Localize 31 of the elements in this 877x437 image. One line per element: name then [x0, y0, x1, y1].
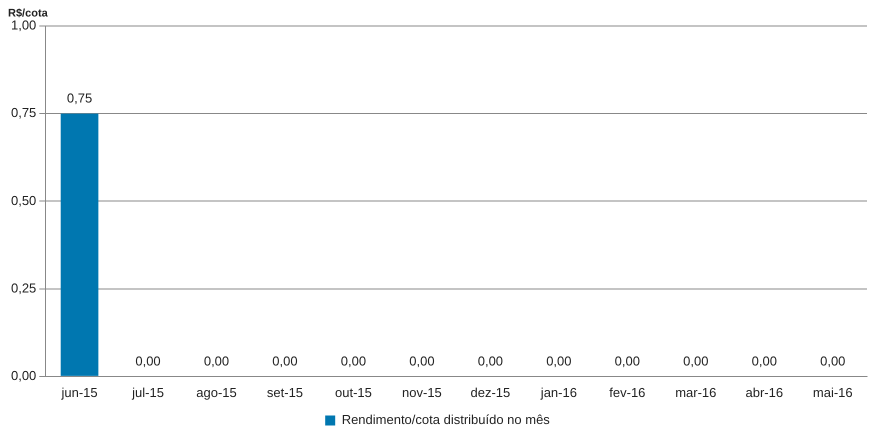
x-tick-label: nov-15: [402, 384, 442, 400]
x-tick-label: jul-15: [131, 384, 164, 400]
data-label: 0,00: [340, 353, 366, 368]
x-tick-label: mai-16: [812, 384, 853, 400]
data-label: 0,00: [135, 353, 161, 368]
y-tick-label: 0,25: [10, 280, 36, 296]
data-label: 0,00: [478, 353, 504, 368]
x-tick-label: fev-16: [609, 384, 646, 400]
data-label: 0,75: [66, 90, 92, 106]
data-label: 0,00: [820, 353, 846, 368]
x-tick-label: out-15: [335, 384, 372, 400]
data-label: 0,00: [752, 353, 777, 368]
y-tick-label: 1,00: [10, 18, 36, 33]
data-label: 0,00: [409, 353, 435, 368]
data-label: 0,00: [683, 353, 708, 368]
x-tick-label: jan-16: [540, 384, 577, 400]
y-tick-label: 0,00: [10, 368, 36, 383]
data-label: 0,00: [614, 353, 640, 368]
x-tick-label: abr-16: [746, 384, 784, 400]
x-tick-label: dez-15: [470, 384, 510, 400]
y-tick-label: 0,50: [10, 192, 36, 208]
y-axis-title: R$/cota: [8, 8, 49, 20]
y-tick-label: 0,75: [10, 105, 36, 120]
legend-label: Rendimento/cota distribuído no mês: [342, 412, 550, 428]
x-tick-label: mar-16: [675, 384, 716, 400]
x-tick-label: set-15: [266, 384, 304, 400]
data-label: 0,00: [546, 353, 572, 368]
x-tick-label: ago-15: [196, 384, 237, 400]
data-label: 0,00: [204, 353, 230, 368]
x-tick-label: jun-15: [60, 384, 98, 400]
data-label: 0,00: [272, 353, 298, 368]
